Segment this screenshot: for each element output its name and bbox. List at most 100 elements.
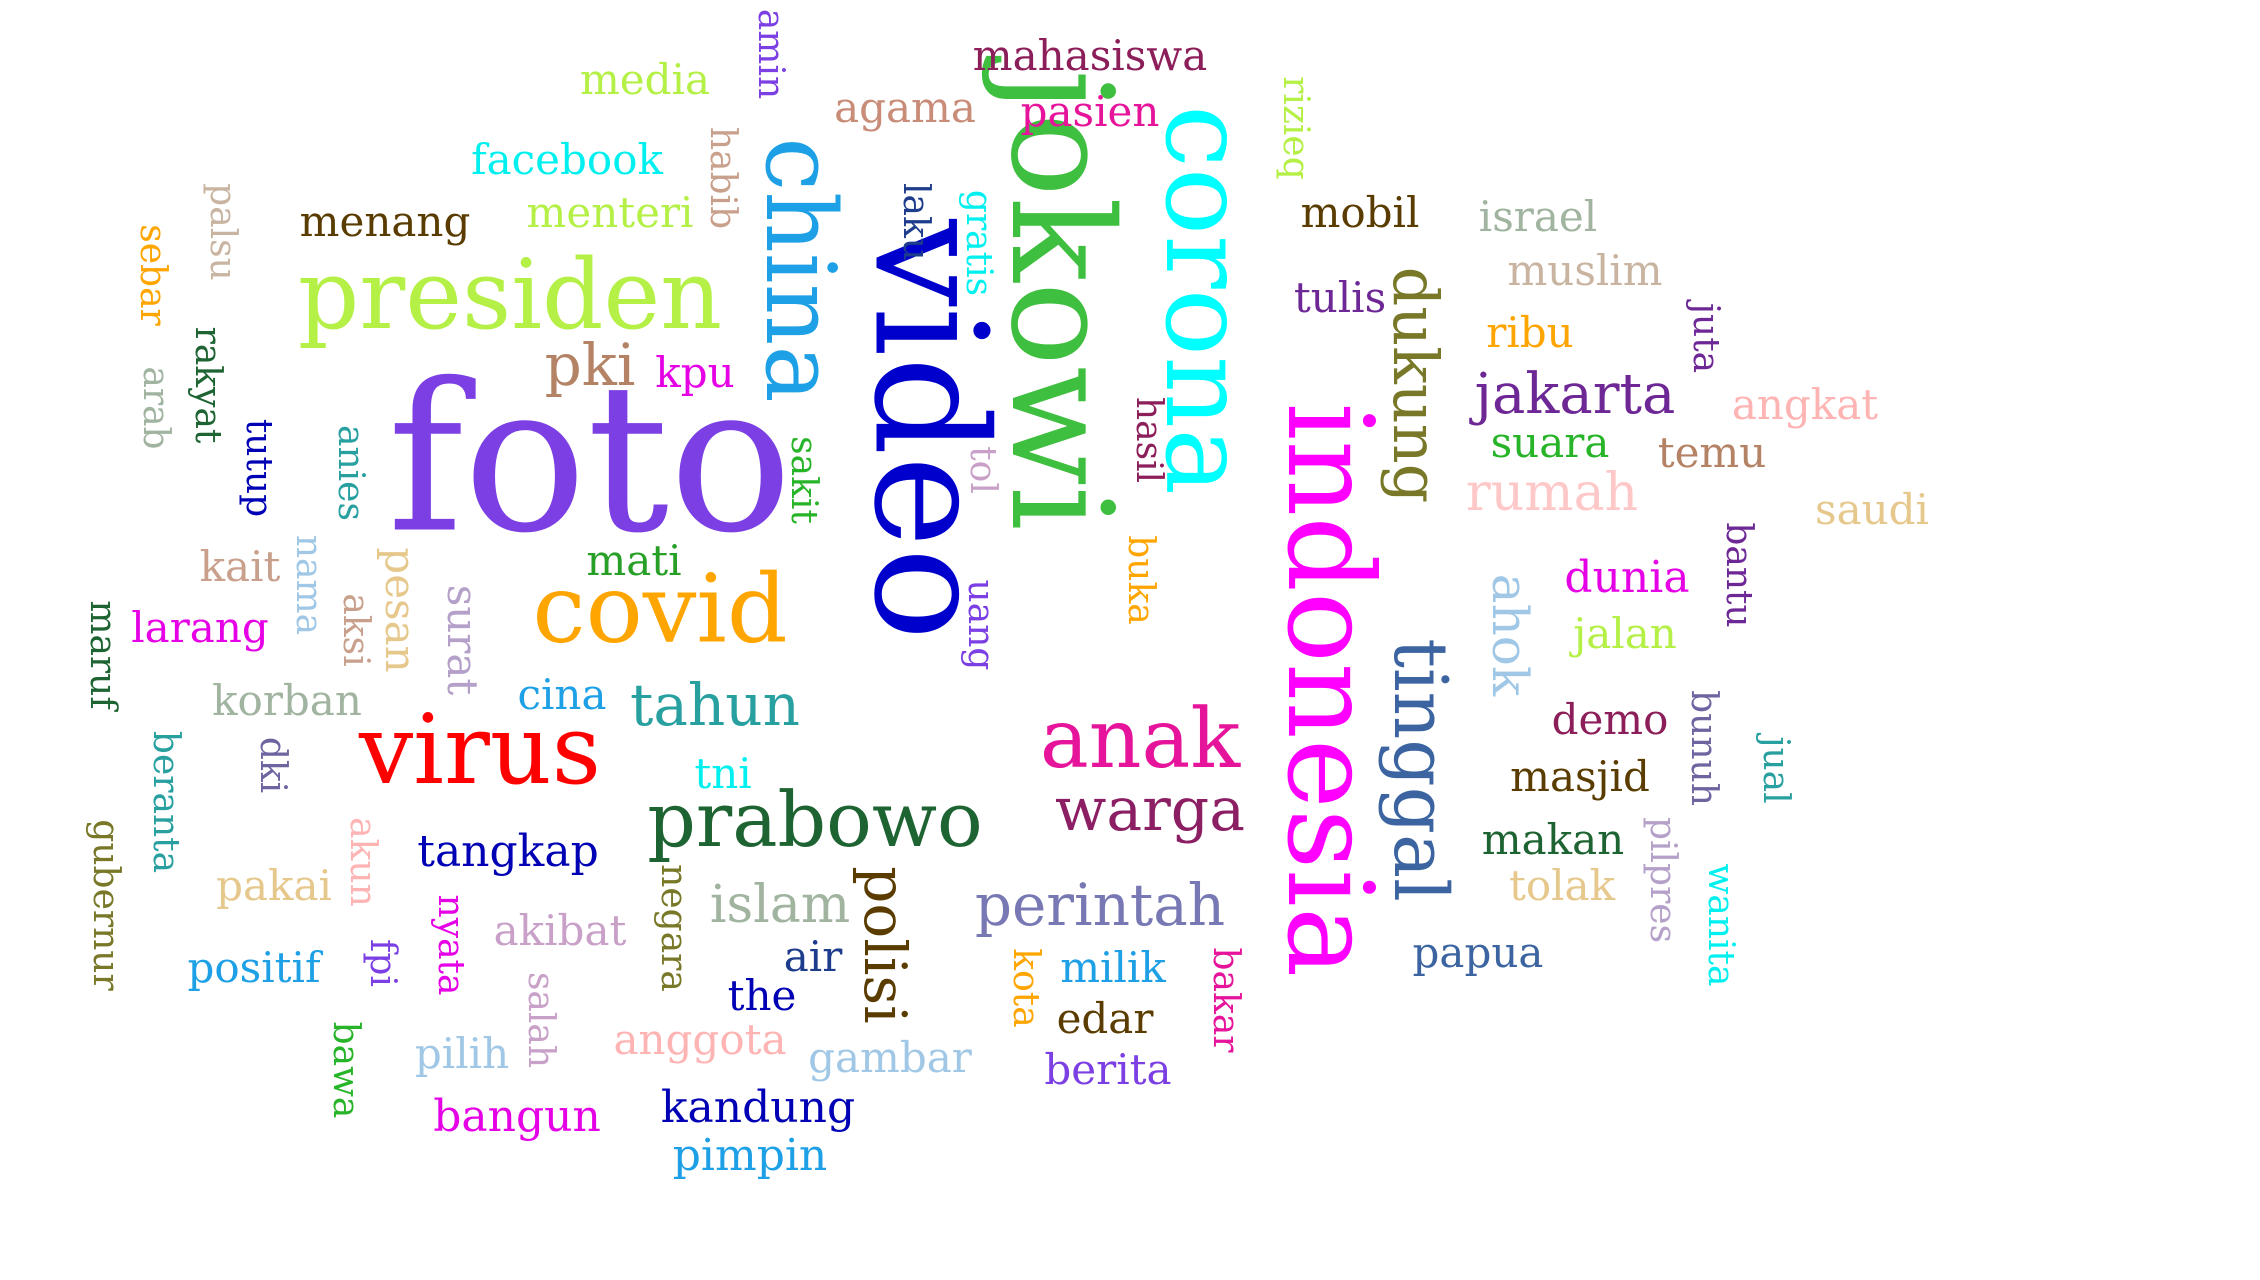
word-polisi: polisi bbox=[851, 866, 919, 1024]
word-tulis: tulis bbox=[1293, 273, 1387, 322]
word-mati: mati bbox=[586, 536, 682, 585]
word-cina: cina bbox=[517, 670, 607, 719]
word-islam: islam bbox=[709, 875, 851, 935]
word-presiden: presiden bbox=[297, 239, 723, 351]
word-bantu: bantu bbox=[1718, 522, 1759, 628]
word-makan: makan bbox=[1481, 815, 1625, 864]
word-nyata: nyata bbox=[430, 894, 471, 996]
word-facebook: facebook bbox=[471, 135, 663, 184]
word-angkat: angkat bbox=[1731, 380, 1879, 429]
word-tutup: tutup bbox=[238, 418, 279, 518]
word-edar: edar bbox=[1056, 994, 1154, 1043]
word-positif: positif bbox=[187, 943, 321, 992]
word-muslim: muslim bbox=[1507, 246, 1663, 295]
word-pimpin: pimpin bbox=[672, 1130, 828, 1181]
word-fpi: fpi bbox=[362, 939, 403, 987]
word-laku: laku bbox=[895, 183, 936, 261]
word-habib: habib bbox=[702, 126, 743, 230]
word-virus: virus bbox=[359, 694, 601, 806]
word-pesan: pesan bbox=[376, 547, 425, 673]
word-gubernur: gubernur bbox=[85, 819, 126, 991]
word-beranta: beranta bbox=[145, 730, 186, 874]
word-israel: israel bbox=[1478, 192, 1598, 241]
word-sebar: sebar bbox=[132, 224, 173, 326]
word-berita: berita bbox=[1044, 1045, 1172, 1094]
word-bunuh: bunuh bbox=[1683, 690, 1724, 806]
word-mahasiswa: mahasiswa bbox=[972, 31, 1208, 80]
word-larang: larang bbox=[131, 603, 269, 652]
word-jalan: jalan bbox=[1573, 609, 1677, 658]
word-surat: surat bbox=[438, 584, 487, 696]
word-rizieq: rizieq bbox=[1275, 76, 1316, 180]
word-the: the bbox=[727, 971, 797, 1020]
word-pilpres: pilpres bbox=[1642, 816, 1683, 944]
word-anggota: anggota bbox=[613, 1015, 787, 1064]
word-gratis: gratis bbox=[958, 189, 999, 297]
word-milik: milik bbox=[1060, 943, 1166, 992]
word-masjid: masjid bbox=[1510, 752, 1650, 801]
word-juta: juta bbox=[1685, 302, 1726, 374]
word-buka: buka bbox=[1120, 535, 1161, 625]
word-saudi: saudi bbox=[1815, 485, 1929, 534]
word-arab: arab bbox=[135, 366, 176, 450]
word-kota: kota bbox=[1005, 948, 1046, 1028]
word-salah: salah bbox=[520, 971, 561, 1069]
word-nama: nama bbox=[288, 534, 329, 636]
word-bangun: bangun bbox=[433, 1091, 601, 1142]
word-aksi: aksi bbox=[335, 593, 376, 667]
word-menteri: menteri bbox=[526, 188, 694, 237]
word-covid: covid bbox=[532, 554, 788, 665]
word-kait: kait bbox=[199, 542, 281, 591]
word-suara: suara bbox=[1490, 418, 1610, 467]
word-akun: akun bbox=[342, 817, 383, 907]
word-pki: pki bbox=[544, 331, 636, 399]
word-ahok: ahok bbox=[1481, 573, 1539, 697]
word-kandung: kandung bbox=[660, 1082, 856, 1133]
word-tahun: tahun bbox=[630, 671, 800, 739]
word-korban: korban bbox=[212, 676, 362, 725]
word-pasien: pasien bbox=[1020, 87, 1160, 136]
word-uang: uang bbox=[960, 579, 1001, 671]
word-pakai: pakai bbox=[216, 861, 332, 910]
word-jual: jual bbox=[1755, 736, 1796, 804]
word-hasil: hasil bbox=[1128, 396, 1169, 484]
word-kpu: kpu bbox=[655, 348, 735, 397]
word-negara: negara bbox=[653, 864, 694, 992]
word-bawa: bawa bbox=[325, 1021, 366, 1119]
word-ribu: ribu bbox=[1486, 308, 1574, 357]
word-amin: amin bbox=[750, 8, 791, 100]
word-wanita: wanita bbox=[1700, 863, 1741, 987]
word-anak: anak bbox=[1039, 692, 1241, 787]
word-perintah: perintah bbox=[974, 871, 1226, 939]
word-sakit: sakit bbox=[783, 436, 824, 524]
word-dukung: dukung bbox=[1379, 266, 1452, 504]
word-gambar: gambar bbox=[808, 1033, 972, 1082]
word-dki: dki bbox=[252, 736, 293, 794]
word-tinggal: tinggal bbox=[1377, 638, 1463, 902]
word-tangkap: tangkap bbox=[417, 826, 599, 877]
word-rakyat: rakyat bbox=[187, 326, 228, 444]
word-tolak: tolak bbox=[1508, 861, 1616, 910]
word-akibat: akibat bbox=[493, 906, 627, 955]
word-mobil: mobil bbox=[1300, 188, 1420, 237]
word-foto: foto bbox=[387, 340, 793, 579]
word-dunia: dunia bbox=[1564, 552, 1690, 603]
word-temu: temu bbox=[1657, 428, 1767, 477]
word-pilih: pilih bbox=[414, 1029, 510, 1078]
word-indonesia: indonesia bbox=[1261, 402, 1399, 978]
word-prabowo: prabowo bbox=[647, 775, 983, 864]
word-menang: menang bbox=[299, 197, 471, 246]
word-warga: warga bbox=[1055, 775, 1245, 845]
word-papua: papua bbox=[1412, 928, 1544, 977]
word-demo: demo bbox=[1551, 695, 1669, 744]
word-media: media bbox=[579, 55, 711, 104]
word-tni: tni bbox=[694, 749, 752, 798]
word-china: china bbox=[744, 137, 856, 403]
word-palsu: palsu bbox=[202, 183, 243, 281]
word-agama: agama bbox=[834, 83, 976, 132]
word-air: air bbox=[783, 932, 843, 981]
word-rumah: rumah bbox=[1465, 463, 1639, 523]
word-anies: anies bbox=[330, 425, 371, 521]
word-maruf: maruf bbox=[82, 600, 123, 710]
